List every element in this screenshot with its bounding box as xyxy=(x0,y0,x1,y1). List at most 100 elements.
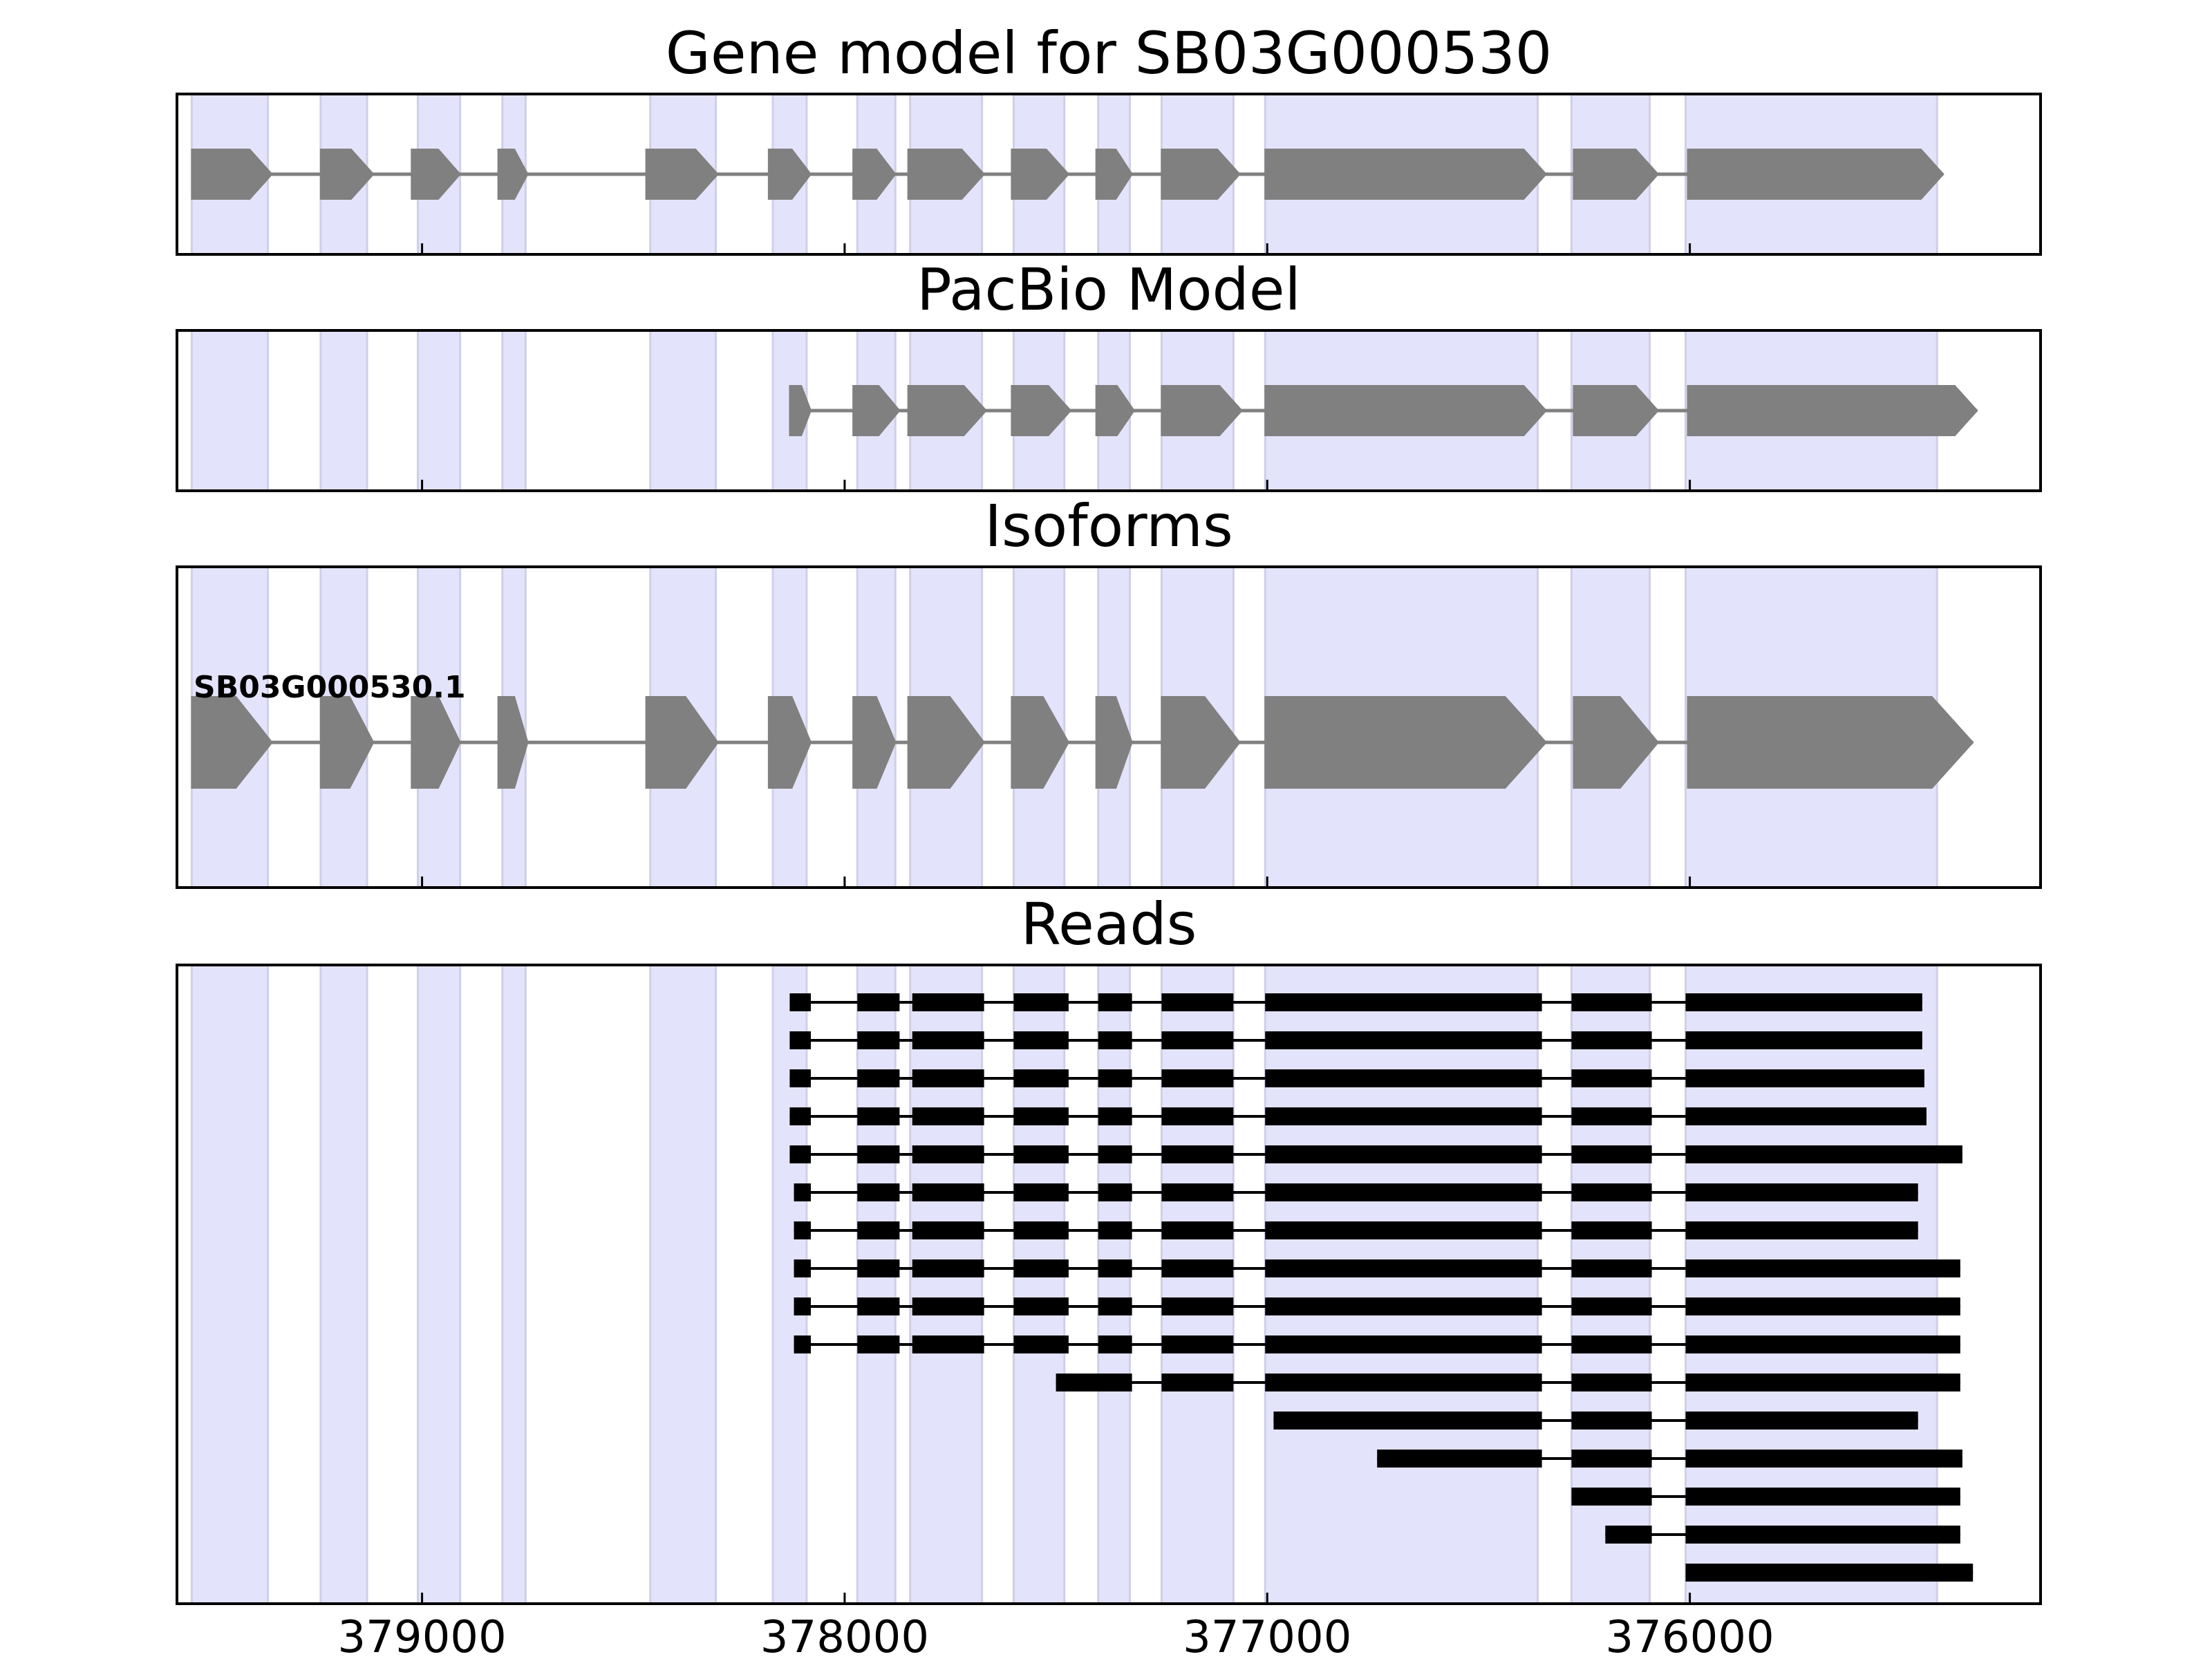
exon-arrow xyxy=(1264,385,1548,436)
exon-arrow xyxy=(319,696,375,789)
read-exon-block xyxy=(1265,1145,1542,1163)
read-exon-block xyxy=(1161,1031,1234,1049)
read-exon-block xyxy=(1265,1183,1542,1201)
read-exon-block xyxy=(912,1335,984,1353)
exon-region-band xyxy=(190,964,269,1605)
reads-title: Reads xyxy=(1021,890,1197,958)
read-exon-block xyxy=(1571,1069,1652,1087)
read-exon-block xyxy=(1265,1107,1542,1125)
pacbio-model-panel: PacBio Model xyxy=(176,256,2042,492)
panel-frame xyxy=(176,329,2042,492)
read-exon-block xyxy=(794,1221,812,1239)
read-exon-block xyxy=(1571,1145,1652,1163)
read-exon-block xyxy=(1265,1259,1542,1277)
x-tick-label: 376000 xyxy=(1605,1612,1774,1659)
exon-arrow xyxy=(907,696,985,789)
read-exon-block xyxy=(1098,1145,1132,1163)
read-exon-block xyxy=(794,1297,812,1315)
read-exon-block xyxy=(1571,1297,1652,1315)
x-axis: 379000 378000 377000 376000 xyxy=(337,1612,1774,1659)
read-exon-block xyxy=(1685,1069,1924,1087)
exon-arrow xyxy=(1011,385,1072,436)
read-exon-block xyxy=(1571,1259,1652,1277)
read-exon-block xyxy=(912,1107,984,1125)
exon-arrow xyxy=(852,149,897,200)
read-exon-block xyxy=(1013,1107,1069,1125)
exon-region-band xyxy=(649,329,717,492)
read-exon-block xyxy=(1013,1335,1069,1353)
isoform-label: SB03G000530.1 xyxy=(194,670,466,705)
read-exon-block xyxy=(912,993,984,1011)
read-exon-block xyxy=(1685,1526,1960,1544)
read-exon-block xyxy=(794,1259,812,1277)
read-exon-block xyxy=(857,1145,900,1163)
exon-region-band xyxy=(1012,964,1066,1605)
gene-model-title: Gene model for SB03G000530 xyxy=(666,19,1552,87)
read-exon-block xyxy=(789,1031,812,1049)
read-exon-block xyxy=(1098,1069,1132,1087)
read-exon-block xyxy=(1161,1335,1234,1353)
exon-region-band xyxy=(190,329,269,492)
exon-arrow xyxy=(1095,149,1133,200)
read-exon-block xyxy=(857,1335,900,1353)
read-exon-block xyxy=(789,1069,812,1087)
read-exon-block xyxy=(1571,1221,1652,1239)
read-exon-block xyxy=(1265,1374,1542,1391)
read-exon-block xyxy=(789,1145,812,1163)
read-exon-block xyxy=(1265,1221,1542,1239)
read-exon-block xyxy=(1013,1183,1069,1201)
read-exon-block xyxy=(1013,1259,1069,1277)
read-exon-block xyxy=(912,1259,984,1277)
read-exon-block xyxy=(1605,1526,1652,1544)
exon-arrow xyxy=(319,149,375,200)
exon-region-band xyxy=(416,329,462,492)
read-exon-block xyxy=(1571,1450,1652,1468)
read-exon-block xyxy=(912,1183,984,1201)
reads-panel: Reads xyxy=(176,890,2042,1605)
read-exon-block xyxy=(1013,993,1069,1011)
exon-region-band xyxy=(1684,964,1938,1605)
exon-arrow xyxy=(1095,696,1133,789)
read-exon-block xyxy=(912,1145,984,1163)
exon-arrow xyxy=(1011,149,1070,200)
read-exon-block xyxy=(1685,1183,1918,1201)
read-exon-block xyxy=(1056,1374,1103,1391)
read-exon-block xyxy=(1685,1221,1918,1239)
exon-region-band xyxy=(649,964,717,1605)
read-exon-block xyxy=(1685,1145,1962,1163)
exon-arrow xyxy=(907,385,988,436)
exon-arrow xyxy=(907,149,986,200)
read-exon-block xyxy=(1161,1374,1234,1391)
exon-arrow xyxy=(191,149,273,200)
read-exon-block xyxy=(1098,1107,1132,1125)
read-exon-block xyxy=(1273,1412,1542,1430)
panel-frame xyxy=(176,964,2042,1605)
read-exon-block xyxy=(789,993,812,1011)
exon-arrow xyxy=(789,385,812,436)
read-exon-block xyxy=(1685,1488,1960,1506)
read-exon-block xyxy=(857,1069,900,1087)
pacbio-model-title: PacBio Model xyxy=(917,256,1301,324)
read-exon-block xyxy=(1161,1145,1234,1163)
read-exon-block xyxy=(912,1221,984,1239)
exon-arrow xyxy=(191,696,273,789)
exon-region-band xyxy=(319,964,368,1605)
exon-region-band xyxy=(856,964,897,1605)
x-tick-label: 378000 xyxy=(760,1612,929,1659)
read-exon-block xyxy=(912,1069,984,1087)
exon-arrow xyxy=(1573,149,1660,200)
read-exon-block xyxy=(789,1107,812,1125)
read-exon-block xyxy=(857,993,900,1011)
x-tick-label: 379000 xyxy=(337,1612,506,1659)
read-exon-block xyxy=(1161,1259,1234,1277)
exon-arrow xyxy=(497,149,529,200)
read-exon-block xyxy=(1571,1107,1652,1125)
read-exon-block xyxy=(1571,993,1652,1011)
exon-region-band xyxy=(771,964,808,1605)
exon-arrow xyxy=(767,149,812,200)
x-tick-label: 377000 xyxy=(1183,1612,1351,1659)
read-exon-block xyxy=(1161,1183,1234,1201)
read-exon-block xyxy=(1685,1031,1922,1049)
read-exon-block xyxy=(1571,1183,1652,1201)
